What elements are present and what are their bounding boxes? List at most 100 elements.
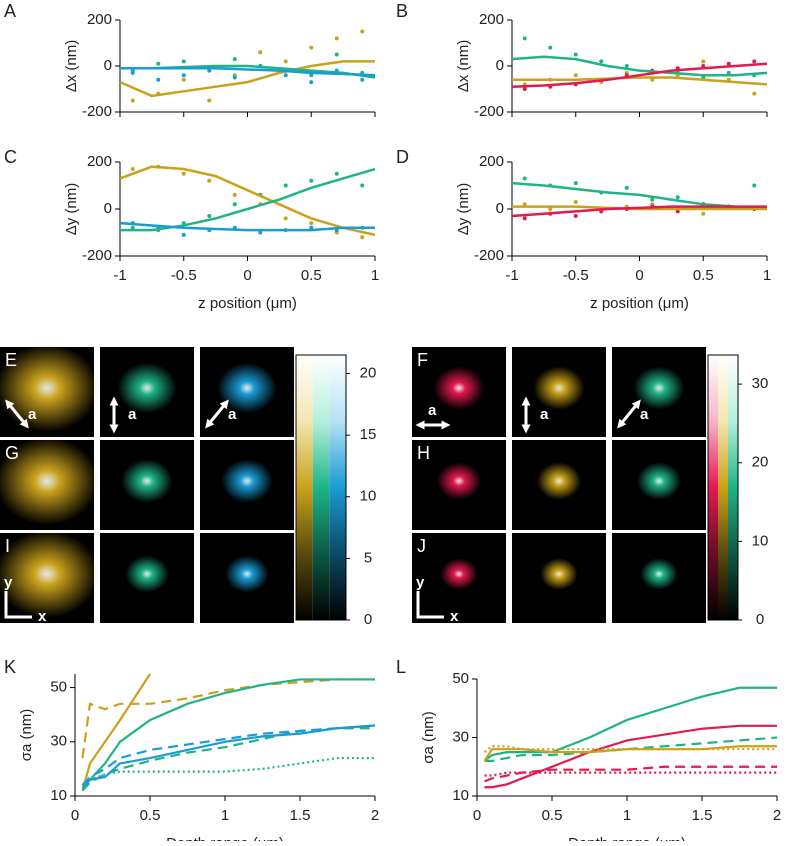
scatter-point [309,221,314,226]
scatter-point [207,98,212,103]
x-tick-label: 0.5 [542,807,563,824]
axis-arrow-label: a [540,406,549,423]
scatter-point [232,202,237,207]
panel-letter: A [4,1,16,21]
scatter-point [599,59,604,64]
y-tick-label: 200 [479,153,504,170]
scatter-point [309,73,314,78]
y-axis-arrow-label: y [416,574,425,591]
x-axis-label: z position (μm) [198,295,297,312]
arrow [205,399,229,429]
x-axis-label: Depth range (μm) [166,835,284,841]
y-tick-label: 0 [496,200,504,217]
scatter-point [130,225,135,230]
scatter-point [283,216,288,221]
scatter-point [232,192,237,197]
scatter-point [752,91,757,96]
scatter-point [156,77,161,82]
scatter-point [752,59,757,64]
scatter-point [207,68,212,73]
y-tick-label: 200 [479,11,504,28]
x-tick-label: 0 [243,267,251,284]
image-blob [433,366,485,410]
image-blob [125,555,169,593]
scatter-point [726,70,731,75]
scatter-point [675,195,680,200]
panel-letter: L [396,657,406,677]
y-axis-label: σa (nm) [420,711,437,764]
fit-line [120,167,376,232]
scatter-point [334,36,339,41]
panel-letter: D [396,147,409,167]
panel-letter: B [396,1,408,21]
colorbar-tick-label: 15 [360,426,377,443]
y-tick-label: 50 [50,679,67,696]
panel-letter: I [5,536,10,556]
x-tick-label: 0.5 [301,267,322,284]
y-tick-label: -200 [474,247,504,264]
x-tick-label: 0 [71,807,79,824]
y-axis-label: Δx (nm) [63,40,80,93]
colorbar-tick-label: 10 [752,532,769,549]
image-blob [225,555,269,593]
x-tick-label: 1.5 [290,807,311,824]
y-tick-label: 10 [50,787,67,804]
fit-line [119,60,375,98]
colorbar-tick-label: 5 [364,549,372,566]
series-line [81,724,376,786]
image-blob [440,558,478,590]
panel-letter: G [5,443,19,463]
image-blob [0,530,99,618]
axis-arrow-label: a [428,402,437,419]
y-tick-label: -200 [82,247,112,264]
y-axis-label: Δy (nm) [455,183,472,236]
scatter-point [181,232,186,237]
scatter-point [156,61,161,66]
scatter-point [573,52,578,57]
scatter-point [360,29,365,34]
scatter-point [701,59,706,64]
colorbar-frame [295,354,347,621]
colorbar-tick-label: 0 [364,611,372,628]
image-blob [0,437,99,525]
colorbar-tick-label: 0 [756,611,764,628]
scatter-point [283,59,288,64]
scatter-point [334,171,339,176]
scatter-point [232,57,237,62]
image-blob [633,366,685,410]
scatter-point [522,176,527,181]
colorbar-frame [707,354,739,621]
scatter-point [522,87,527,91]
image-blob [117,362,177,414]
xy-axes [416,591,444,619]
colorbar-stripe [296,355,313,620]
y-axis-label: Δy (nm) [63,183,80,236]
series-line [483,745,777,762]
scatter-point [752,183,757,188]
scatter-point [334,52,339,57]
image-blob [537,462,581,500]
x-tick-label: 0.5 [693,267,714,284]
panel-letter: J [417,536,426,556]
x-tick-label: 1.5 [692,807,713,824]
panel-letter: K [4,657,16,677]
y-axis-label: σa (nm) [18,709,35,762]
image-blob [121,459,173,503]
x-axis-arrow-label: x [450,608,459,625]
x-axis-label: Depth range (μm) [568,835,686,841]
y-tick-label: 50 [452,670,469,687]
series-line [81,756,375,789]
scatter-point [130,98,135,103]
scatter-point [207,214,212,219]
scatter-point [650,197,655,202]
y-tick-label: 30 [452,728,469,745]
axis-arrow-label: a [228,406,237,423]
scatter-point [675,209,680,214]
arrow [617,399,641,429]
scatter-point [207,178,212,183]
series-line [81,673,151,791]
scatter-point [232,75,237,80]
fit-line [511,205,767,218]
series-line [81,724,376,789]
image-blob [637,462,681,500]
